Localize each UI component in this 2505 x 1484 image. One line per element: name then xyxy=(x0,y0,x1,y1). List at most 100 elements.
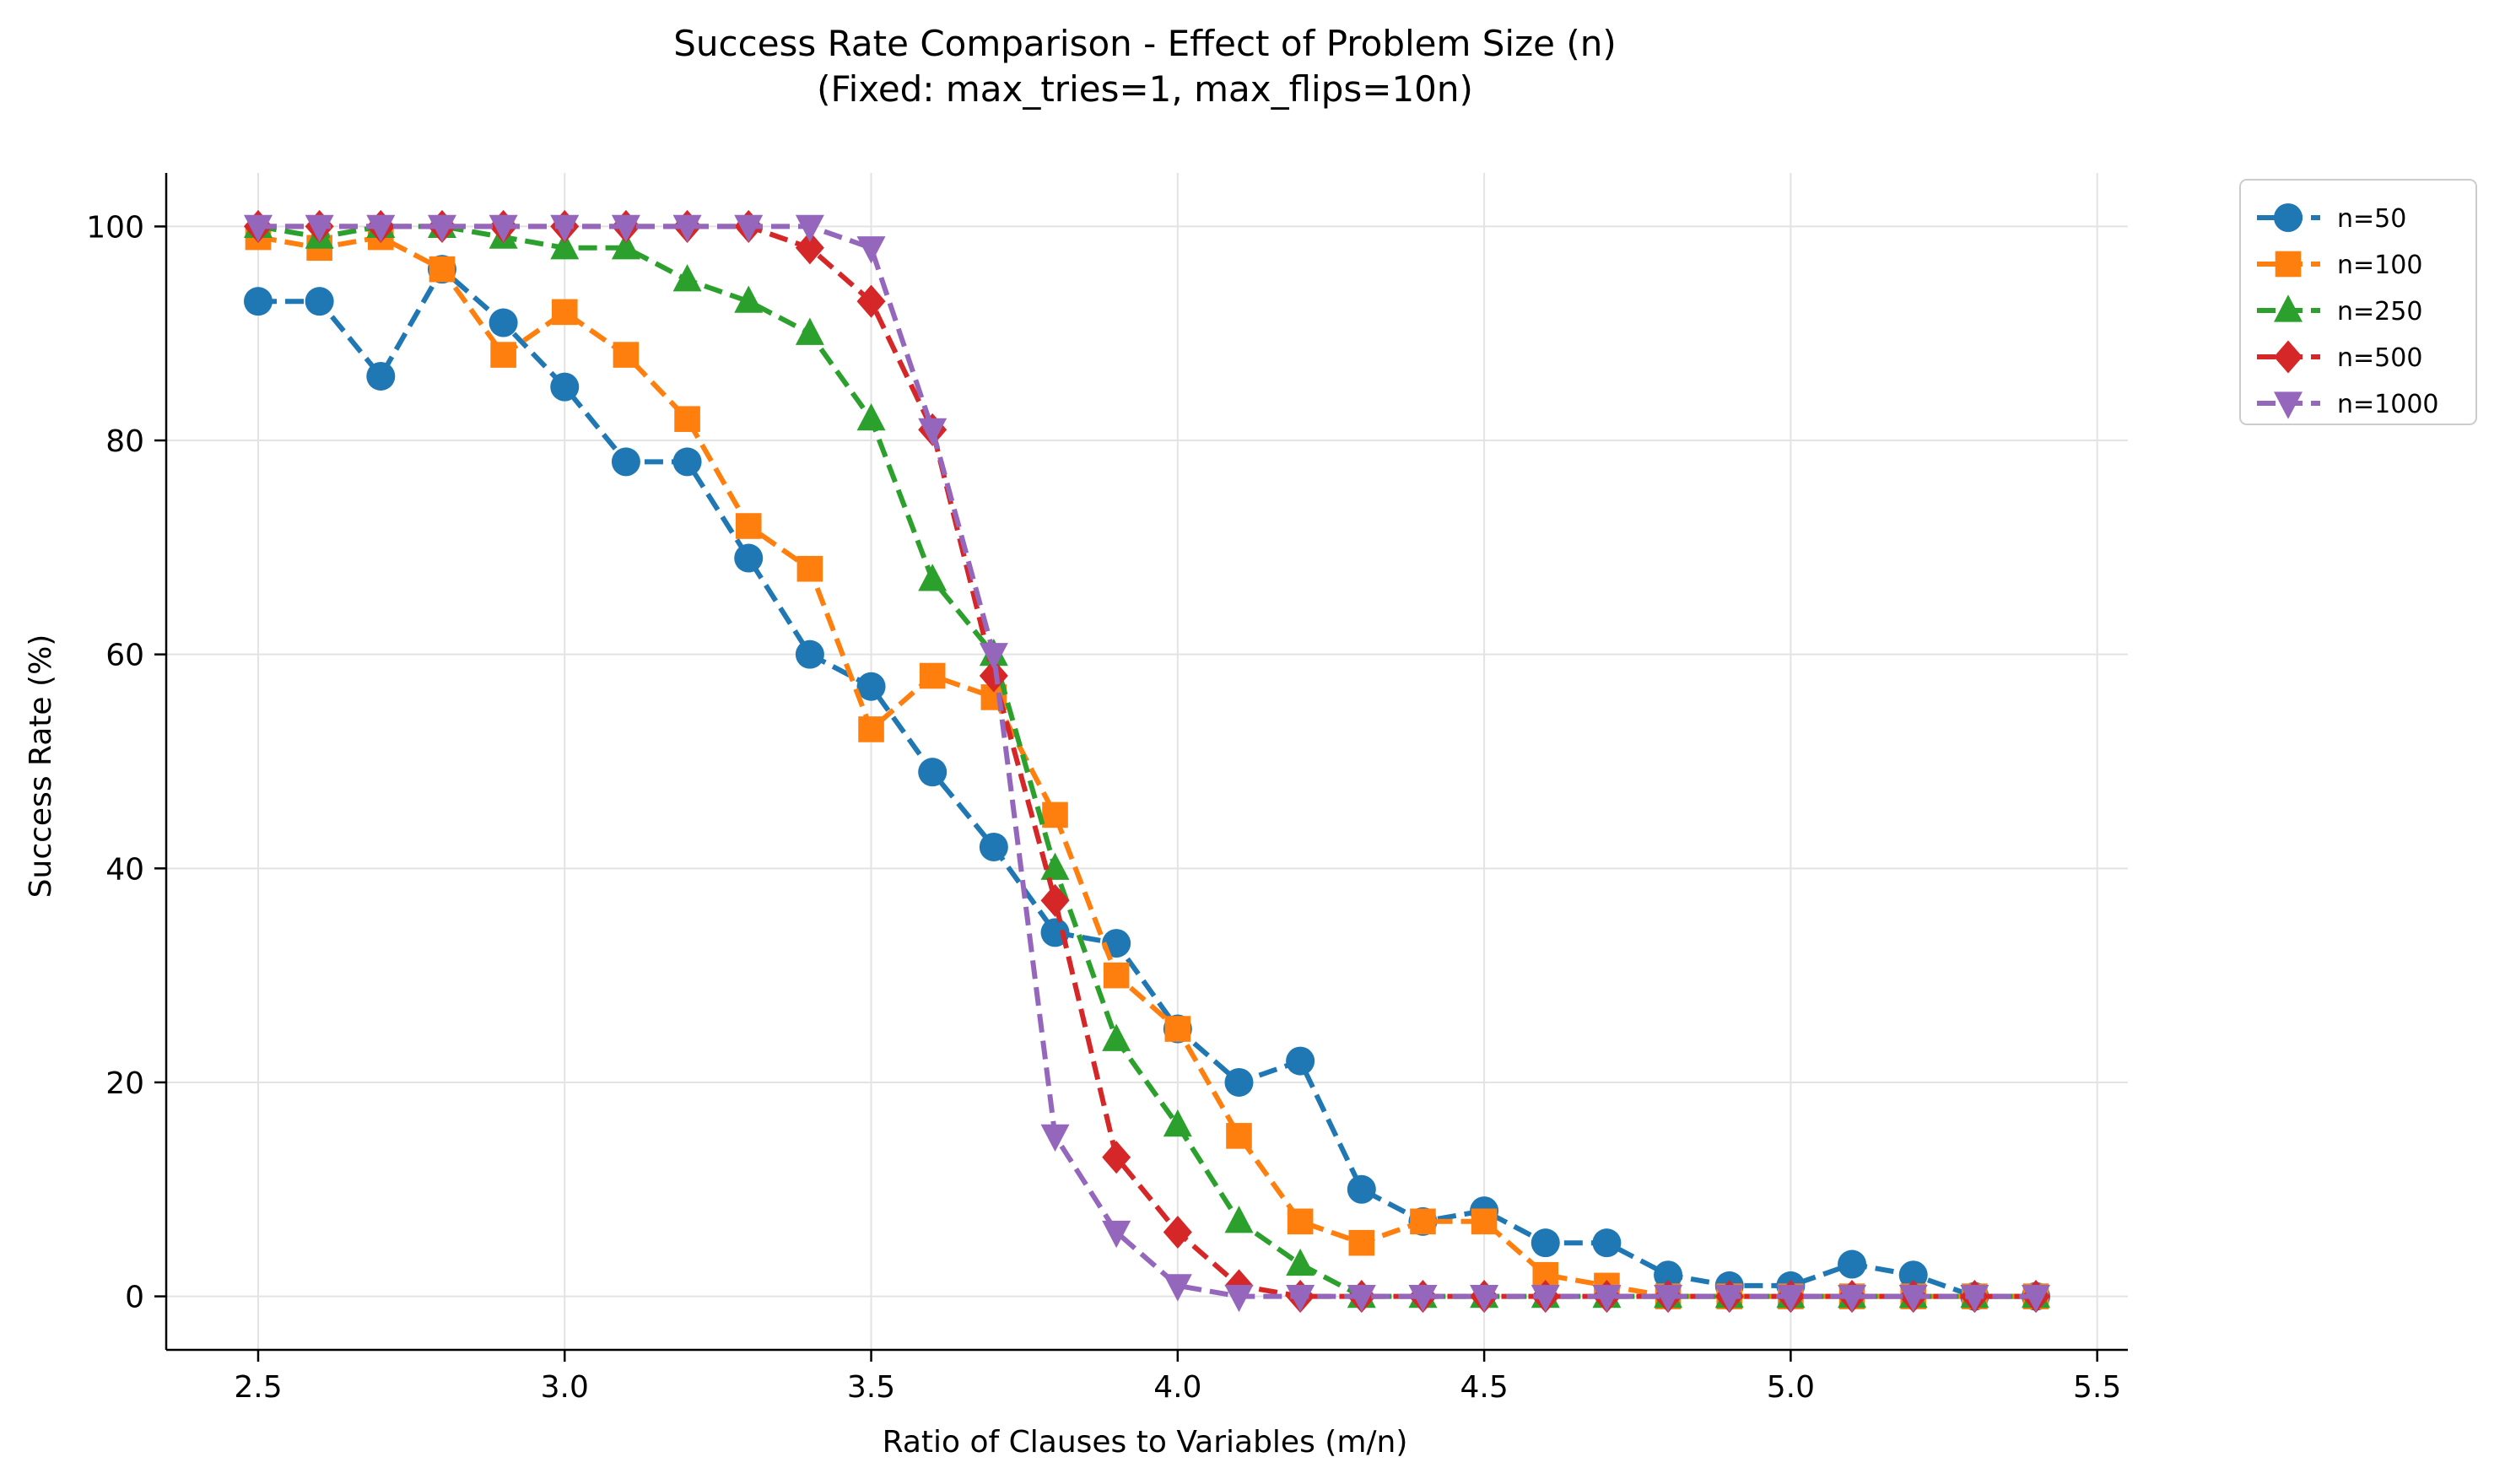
data-point xyxy=(795,231,824,265)
data-point xyxy=(919,662,946,689)
x-tick-label: 3.5 xyxy=(847,1370,895,1405)
x-tick-label: 2.5 xyxy=(234,1370,282,1405)
data-point xyxy=(1470,1284,1499,1313)
data-point xyxy=(1776,1284,1806,1313)
data-point xyxy=(1348,1229,1375,1256)
data-point xyxy=(1654,1284,1683,1313)
data-point xyxy=(551,299,578,326)
y-tick-label: 40 xyxy=(105,852,144,887)
data-point xyxy=(2022,1284,2051,1313)
data-point xyxy=(918,564,947,591)
data-point xyxy=(672,264,702,292)
legend-marker xyxy=(2274,340,2303,374)
data-point xyxy=(1224,1206,1254,1233)
data-point xyxy=(1102,1220,1131,1249)
data-point xyxy=(1040,1124,1070,1152)
data-point xyxy=(856,236,886,264)
data-point xyxy=(1838,1249,1867,1279)
data-point xyxy=(1224,1284,1254,1313)
data-point xyxy=(1286,1284,1315,1313)
data-point xyxy=(856,402,886,431)
legend-item: n=1000 xyxy=(2257,390,2439,419)
data-point xyxy=(1040,852,1070,880)
data-point xyxy=(1226,1123,1252,1149)
data-point xyxy=(1347,1284,1376,1313)
data-point xyxy=(672,214,702,243)
data-point xyxy=(1163,1274,1192,1302)
data-point xyxy=(856,284,886,318)
axes xyxy=(165,173,2128,1352)
chart-subtitle: (Fixed: max_tries=1, max_flips=10n) xyxy=(817,68,1473,110)
data-point xyxy=(611,232,640,260)
data-point xyxy=(796,555,823,582)
data-point xyxy=(1960,1284,1989,1313)
data-point xyxy=(1654,1260,1683,1290)
x-tick-label: 5.5 xyxy=(2073,1370,2121,1405)
legend-item: n=500 xyxy=(2257,340,2422,374)
data-point xyxy=(979,643,1008,671)
legend-marker xyxy=(2274,391,2303,419)
legend-marker xyxy=(2274,294,2303,322)
chart-title: Success Rate Comparison - Effect of Prob… xyxy=(673,23,1616,64)
legend-label: n=500 xyxy=(2337,343,2422,373)
y-tick-label: 60 xyxy=(105,639,144,673)
x-axis-label: Ratio of Clauses to Variables (m/n) xyxy=(883,1425,1408,1460)
data-point xyxy=(550,372,580,402)
data-point xyxy=(1714,1284,1744,1313)
data-point xyxy=(734,285,764,313)
data-point xyxy=(1471,1208,1498,1235)
data-point xyxy=(734,543,764,573)
legend-marker xyxy=(2274,203,2303,232)
data-point xyxy=(1040,883,1070,917)
data-point xyxy=(429,256,456,283)
data-point xyxy=(1163,1109,1192,1137)
data-point xyxy=(734,214,764,243)
data-point xyxy=(1286,1046,1315,1076)
legend-item: n=50 xyxy=(2257,203,2406,234)
y-tick-label: 0 xyxy=(125,1281,144,1315)
data-point xyxy=(979,659,1008,693)
data-point xyxy=(1408,1284,1438,1313)
data-point xyxy=(1898,1260,1928,1290)
data-point xyxy=(856,672,886,701)
data-point xyxy=(1592,1284,1622,1313)
data-point xyxy=(366,214,396,243)
data-point xyxy=(1042,801,1068,828)
x-tick-label: 4.5 xyxy=(1460,1370,1508,1405)
data-point xyxy=(979,832,1008,861)
data-point xyxy=(305,287,334,316)
legend-item: n=100 xyxy=(2257,251,2422,280)
data-point xyxy=(490,342,516,368)
data-point xyxy=(1102,1141,1131,1174)
data-point xyxy=(611,447,640,477)
data-point xyxy=(489,214,518,243)
data-point xyxy=(550,214,580,243)
y-tick-label: 20 xyxy=(105,1066,144,1101)
legend-label: n=250 xyxy=(2337,297,2422,326)
data-point xyxy=(1410,1208,1436,1235)
x-tick-label: 3.0 xyxy=(541,1370,589,1405)
data-point xyxy=(674,406,700,432)
series-line xyxy=(258,224,2036,1299)
series-line xyxy=(258,267,2036,1299)
data-point xyxy=(1286,1248,1315,1276)
legend-label: n=1000 xyxy=(2337,390,2439,419)
grid xyxy=(166,173,2128,1350)
data-point xyxy=(1531,1228,1560,1258)
data-point xyxy=(1224,1067,1254,1097)
data-point xyxy=(795,639,824,669)
legend-label: n=100 xyxy=(2337,251,2422,280)
data-point xyxy=(918,418,947,446)
x-tick-label: 5.0 xyxy=(1767,1370,1815,1405)
data-point xyxy=(1898,1284,1928,1313)
data-point xyxy=(366,361,396,391)
data-point xyxy=(1164,1016,1191,1042)
y-tick-label: 80 xyxy=(105,424,144,459)
data-point xyxy=(1592,1228,1622,1258)
data-point xyxy=(1103,962,1130,989)
data-point xyxy=(735,513,762,539)
data-point xyxy=(613,342,640,368)
